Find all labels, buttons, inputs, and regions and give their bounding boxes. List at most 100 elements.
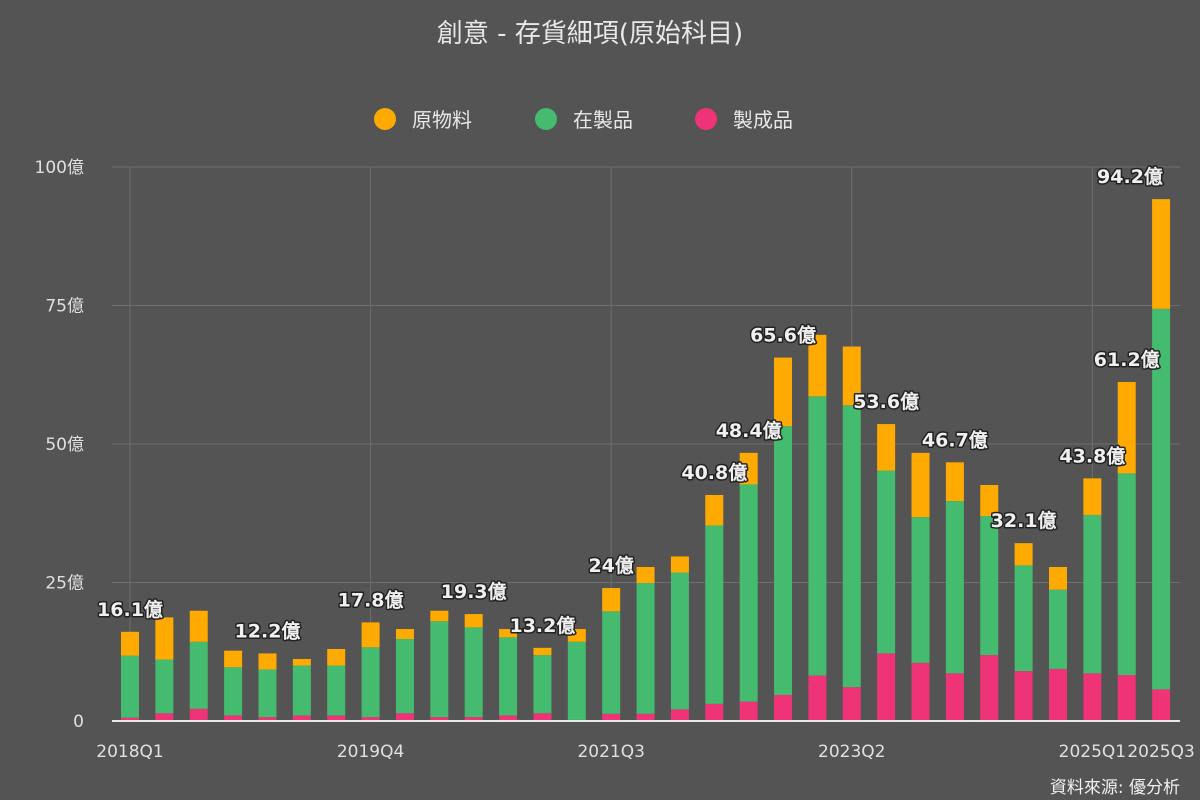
bar-segment-製成品: [739, 701, 758, 721]
legend-label: 在製品: [573, 108, 633, 132]
y-tick-label: 75億: [45, 297, 84, 317]
bar-segment-製成品: [705, 703, 724, 721]
bar-segment-製成品: [533, 713, 552, 721]
bar-segment-在製品: [327, 665, 346, 716]
data-label: 16.1億: [97, 598, 163, 621]
bar-segment-製成品: [980, 655, 999, 721]
y-tick-label: 50億: [45, 435, 84, 455]
data-label: 19.3億: [441, 580, 507, 603]
legend-marker: [695, 108, 717, 130]
bar-segment-製成品: [602, 713, 621, 721]
bar-segment-原物料: [842, 346, 861, 406]
bar-segment-製成品: [1152, 689, 1171, 721]
y-tick-label: 0: [73, 712, 84, 732]
bar-segment-原物料: [361, 622, 380, 648]
bar-segment-在製品: [1117, 473, 1136, 676]
bar-segment-原物料: [121, 631, 139, 656]
legend-label: 製成品: [733, 108, 793, 132]
bar-segment-在製品: [739, 484, 758, 702]
bar-segment-原物料: [395, 629, 414, 640]
bar-segment-原物料: [911, 452, 930, 518]
bar-segment-製成品: [636, 713, 655, 721]
bar-segment-製成品: [189, 708, 208, 721]
bar-segment-製成品: [842, 687, 861, 721]
bar-segment-在製品: [945, 501, 964, 674]
legend: 原物料 在製品 製成品: [374, 108, 793, 132]
bar-segment-在製品: [258, 669, 277, 718]
bar-segment-在製品: [224, 667, 243, 716]
x-tick-label: 2025Q3: [1127, 742, 1194, 762]
bar-segment-製成品: [499, 715, 518, 721]
data-label: 43.8億: [1059, 444, 1125, 467]
bar-segment-原物料: [705, 494, 724, 526]
bar-segment-在製品: [602, 611, 621, 714]
chart-title: 創意 - 存貨細項(原始科目): [437, 19, 743, 49]
source-note: 資料來源: 優分析: [1050, 778, 1180, 798]
bar-segment-原物料: [945, 462, 964, 502]
bar-segment-原物料: [430, 610, 449, 622]
bar-segment-原物料: [189, 610, 208, 642]
bar-segment-製成品: [1014, 671, 1033, 721]
bar-segment-在製品: [877, 470, 896, 654]
data-label: 24億: [588, 554, 633, 577]
bar-segment-原物料: [327, 648, 346, 666]
bar-segment-原物料: [670, 556, 689, 573]
bar-segment-原物料: [877, 424, 896, 471]
bar-segment-製成品: [1083, 673, 1102, 721]
data-label: 40.8億: [681, 461, 747, 484]
bar-segment-製成品: [945, 673, 964, 721]
bar-segment-原物料: [533, 647, 552, 656]
bar-segment-製成品: [430, 717, 449, 721]
data-label: 94.2億: [1097, 165, 1163, 188]
bar-segment-製成品: [911, 662, 930, 721]
data-label: 46.7億: [922, 428, 988, 451]
data-label: 17.8億: [338, 588, 404, 611]
data-label: 53.6億: [853, 390, 919, 413]
bar-segment-原物料: [980, 484, 999, 517]
bar-segment-在製品: [705, 525, 724, 704]
bar-segment-原物料: [1014, 543, 1033, 566]
bar-segment-原物料: [499, 629, 518, 638]
legend-marker: [374, 108, 396, 130]
bar-segment-製成品: [464, 717, 483, 721]
data-label: 12.2億: [235, 619, 301, 642]
bar-segment-原物料: [224, 650, 243, 668]
bar-segment-製成品: [877, 653, 896, 721]
bar-segment-原物料: [636, 566, 655, 584]
bar-segment-在製品: [636, 583, 655, 714]
y-tick-label: 25億: [45, 574, 84, 594]
bar-segment-製成品: [327, 715, 346, 721]
bar-segment-原物料: [1048, 566, 1067, 590]
bar-segment-在製品: [911, 517, 930, 663]
bar-segment-在製品: [499, 637, 518, 716]
bars: [121, 199, 1171, 721]
y-tick-label: 100億: [35, 158, 84, 178]
bar-segment-製成品: [774, 694, 793, 721]
data-label: 61.2億: [1094, 348, 1160, 371]
bar-segment-在製品: [774, 426, 793, 695]
legend-marker: [535, 108, 557, 130]
bar-segment-原物料: [155, 617, 174, 660]
x-tick-label: 2025Q1: [1059, 742, 1126, 762]
bar-segment-製成品: [224, 715, 243, 721]
bar-segment-製成品: [670, 709, 689, 721]
bar-segment-在製品: [430, 621, 449, 718]
bar-segment-在製品: [155, 659, 174, 714]
bar-segment-原物料: [567, 629, 586, 642]
bar-segment-在製品: [1014, 565, 1033, 672]
bar-segment-在製品: [980, 516, 999, 656]
bar-segment-在製品: [670, 572, 689, 710]
bar-segment-原物料: [258, 653, 277, 670]
bar-segment-製成品: [808, 675, 827, 721]
x-tick-label: 2021Q3: [577, 742, 644, 762]
data-label: 65.6億: [750, 324, 816, 347]
bar-segment-原物料: [739, 452, 758, 485]
bar-segment-製成品: [292, 715, 311, 721]
bar-segment-製成品: [258, 717, 277, 721]
bar-segment-原物料: [1152, 199, 1171, 309]
bar-segment-在製品: [842, 405, 861, 688]
x-axis-ticks: 2018Q1 2019Q4 2021Q3 2023Q2 2025Q1 2025Q3: [96, 742, 1195, 762]
bar-segment-在製品: [1152, 308, 1171, 690]
bar-segment-在製品: [533, 655, 552, 714]
